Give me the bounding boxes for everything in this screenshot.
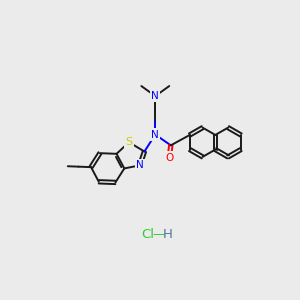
Text: O: O [165,153,173,163]
Text: Cl: Cl [141,228,154,241]
Text: N: N [152,91,159,101]
Text: —: — [152,228,165,241]
Text: N: N [136,160,144,170]
Text: S: S [125,137,133,147]
Text: H: H [163,228,172,241]
Text: N: N [152,130,159,140]
